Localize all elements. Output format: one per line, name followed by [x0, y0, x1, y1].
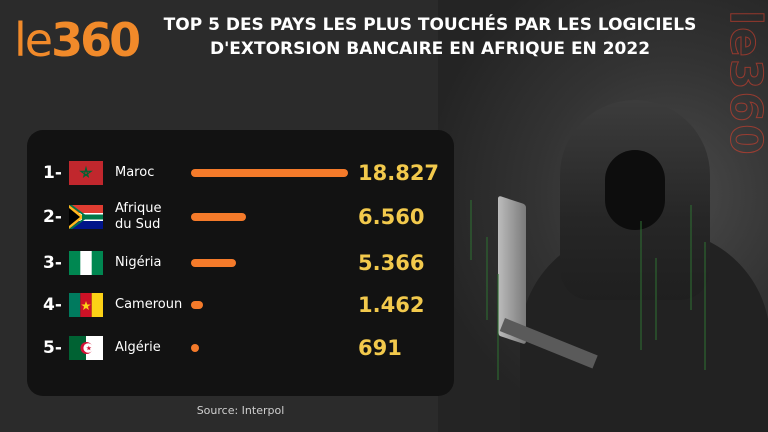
- code-line: [655, 258, 657, 340]
- value-label: 1.462: [358, 293, 425, 317]
- le360-logo[interactable]: le360: [14, 13, 141, 67]
- code-line: [486, 237, 488, 320]
- chart-row: 5- Algérie 691: [27, 328, 454, 368]
- source-note: Source: Interpol: [196, 404, 285, 417]
- value-label: 5.366: [358, 251, 425, 275]
- hacker-face-shadow: [605, 150, 665, 230]
- code-line: [640, 221, 642, 350]
- chart-title-line-2: D'EXTORSION BANCAIRE EN AFRIQUE EN 2022: [209, 39, 651, 59]
- chart-row: 1- Maroc 18.827: [27, 153, 454, 193]
- code-line: [704, 242, 706, 370]
- bar: [191, 301, 204, 309]
- south-africa-flag-icon: [69, 205, 103, 229]
- side-watermark-logo: le360: [720, 10, 768, 158]
- country-label: Afrique du Sud: [115, 201, 162, 232]
- morocco-flag-icon: [69, 161, 103, 185]
- code-line: [690, 205, 692, 310]
- chart-title: TOP 5 DES PAYS LES PLUS TOUCHÉS PAR LES …: [160, 13, 700, 61]
- bar: [191, 259, 236, 267]
- logo-prefix: le: [14, 13, 53, 67]
- chart-row: 2- Afrique du Sud 6.560: [27, 197, 454, 237]
- chart-row: 3- Nigéria 5.366: [27, 243, 454, 283]
- bar: [191, 213, 246, 221]
- chart-title-line-1: TOP 5 DES PAYS LES PLUS TOUCHÉS PAR LES …: [163, 15, 697, 35]
- value-label: 18.827: [358, 161, 440, 185]
- algeria-flag-icon: [69, 336, 103, 360]
- rank-label: 4-: [43, 295, 62, 315]
- country-label: Algérie: [115, 340, 161, 355]
- rank-label: 1-: [43, 163, 62, 183]
- nigeria-flag-icon: [69, 251, 103, 275]
- country-label: Nigéria: [115, 255, 162, 270]
- chart-panel: 1- Maroc 18.827 2- Afrique du Sud 6.560 3- Nigér…: [27, 130, 454, 396]
- cameroon-flag-icon: [69, 293, 103, 317]
- code-line: [497, 274, 499, 380]
- rank-label: 3-: [43, 253, 62, 273]
- chart-row: 4- Cameroun 1.462: [27, 285, 454, 325]
- rank-label: 2-: [43, 207, 62, 227]
- rank-label: 5-: [43, 338, 62, 358]
- code-line: [470, 200, 472, 260]
- value-label: 6.560: [358, 205, 425, 229]
- country-label: Cameroun: [115, 297, 183, 312]
- country-label: Maroc: [115, 165, 155, 180]
- bar: [191, 169, 348, 177]
- value-label: 691: [358, 336, 402, 360]
- bar: [191, 344, 199, 352]
- logo-number: 360: [51, 13, 141, 67]
